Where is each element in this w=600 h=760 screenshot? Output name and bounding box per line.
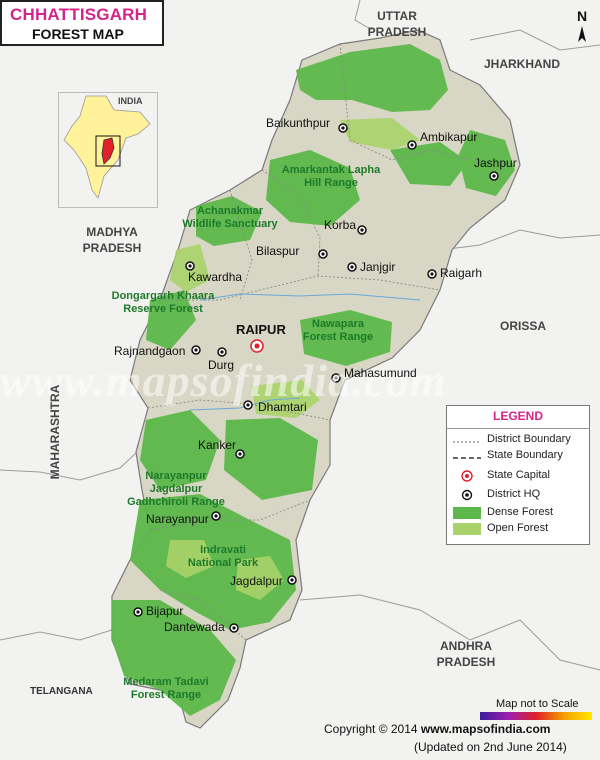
- label-nawapara-range[interactable]: Nawapara Forest Range: [302, 318, 374, 343]
- legend-title: LEGEND: [492, 409, 543, 423]
- legend-state-capital: State Capital: [487, 469, 550, 481]
- state-boundary-symbol: [453, 457, 481, 459]
- district-boundary-symbol: [453, 441, 481, 443]
- color-scale-bar: [480, 712, 592, 720]
- map-title: CHHATTISGARH: [10, 5, 148, 24]
- label-mahasumund[interactable]: Mahasumund: [344, 366, 417, 380]
- inset-label: INDIA: [118, 96, 143, 106]
- label-baikunthpur[interactable]: Baikunthpur: [266, 116, 331, 130]
- copyright-prefix: Copyright © 2014: [324, 722, 421, 736]
- inset-chhattisgarh-highlight: [101, 137, 115, 165]
- label-raipur[interactable]: RAIPUR: [236, 322, 286, 337]
- label-narayanpur-range[interactable]: Narayanpur Jagdalpur Gadhchiroli Range: [127, 470, 225, 508]
- map-subtitle: FOREST MAP: [32, 26, 124, 42]
- district-hq-markers: [133, 123, 499, 633]
- dense-forest-swatch: [453, 507, 481, 519]
- label-bijapur[interactable]: Bijapur: [146, 604, 184, 618]
- label-andhra-pradesh: ANDHRA PRADESH: [436, 639, 496, 669]
- label-kawardha[interactable]: Kawardha: [188, 270, 243, 284]
- label-amarkantak-range[interactable]: Amarkantak Lapha Hill Range: [281, 164, 381, 189]
- label-medaram-range[interactable]: Medaram Tadavi Forest Range: [123, 676, 209, 701]
- label-ambikapur[interactable]: Ambikapur: [420, 130, 478, 144]
- north-label: N: [576, 8, 588, 24]
- neighbour-boundaries: [0, 0, 600, 671]
- label-madhya-pradesh: MADHYA PRADESH: [82, 225, 142, 255]
- legend-state-boundary: State Boundary: [487, 449, 563, 461]
- label-durg[interactable]: Durg: [208, 358, 235, 372]
- label-jagdalpur[interactable]: Jagdalpur: [230, 574, 283, 588]
- label-achanakmar-sanctuary[interactable]: Achanakmar Wildlife Sanctuary: [182, 205, 278, 230]
- label-janjgir[interactable]: Janjgir: [360, 260, 396, 274]
- legend-divider: [447, 428, 589, 429]
- updated-date: (Updated on 2nd June 2014): [414, 740, 567, 754]
- label-indravati-park[interactable]: Indravati National Park: [187, 544, 259, 569]
- label-jharkhand: JHARKHAND: [484, 57, 561, 71]
- label-dongargarh-reserve[interactable]: Dongargarh Khaara Reserve Forest: [111, 290, 215, 315]
- state-capital-marker: [250, 339, 264, 353]
- label-kanker[interactable]: Kanker: [198, 438, 237, 452]
- label-uttar-pradesh: UTTAR PRADESH: [367, 9, 427, 39]
- legend-district-hq: District HQ: [487, 488, 541, 500]
- scale-note: Map not to Scale: [496, 698, 579, 710]
- label-dhamtari[interactable]: Dhamtari: [258, 400, 307, 414]
- inset-map: [58, 92, 158, 208]
- map-title-box: CHHATTISGARH FOREST MAP: [0, 0, 164, 46]
- label-narayanpur[interactable]: Narayanpur: [146, 512, 209, 526]
- north-arrow-icon: [578, 26, 586, 42]
- label-bilaspur[interactable]: Bilaspur: [256, 244, 300, 258]
- watermark: www.mapsofindia.com: [0, 355, 447, 406]
- rivers: [189, 293, 421, 411]
- label-rajnandgaon[interactable]: Rajnandgaon: [114, 344, 186, 358]
- legend-dense-forest: Dense Forest: [487, 506, 554, 518]
- legend: LEGEND District Boundary State Boundary …: [446, 405, 590, 545]
- label-dantewada[interactable]: Dantewada: [164, 620, 225, 634]
- dense-forest-areas: [112, 44, 515, 716]
- label-telangana: TELANGANA: [30, 686, 93, 697]
- copyright-site-link[interactable]: www.mapsofindia.com: [420, 722, 551, 736]
- label-korba[interactable]: Korba: [324, 218, 357, 232]
- label-jashpur[interactable]: Jashpur: [474, 156, 517, 170]
- legend-district-boundary: District Boundary: [487, 433, 571, 445]
- open-forest-swatch: [453, 523, 481, 535]
- label-raigarh[interactable]: Raigarh: [440, 266, 483, 280]
- legend-open-forest: Open Forest: [487, 522, 549, 534]
- label-orissa: ORISSA: [500, 319, 547, 333]
- district-hq-symbol: [461, 489, 473, 501]
- inset-highlight-box: [95, 135, 121, 167]
- label-maharashtra: MAHARASHTRA: [48, 384, 62, 480]
- copyright-text: Copyright © 2014 www.mapsofindia.com: [324, 722, 550, 736]
- state-capital-symbol: [461, 470, 473, 482]
